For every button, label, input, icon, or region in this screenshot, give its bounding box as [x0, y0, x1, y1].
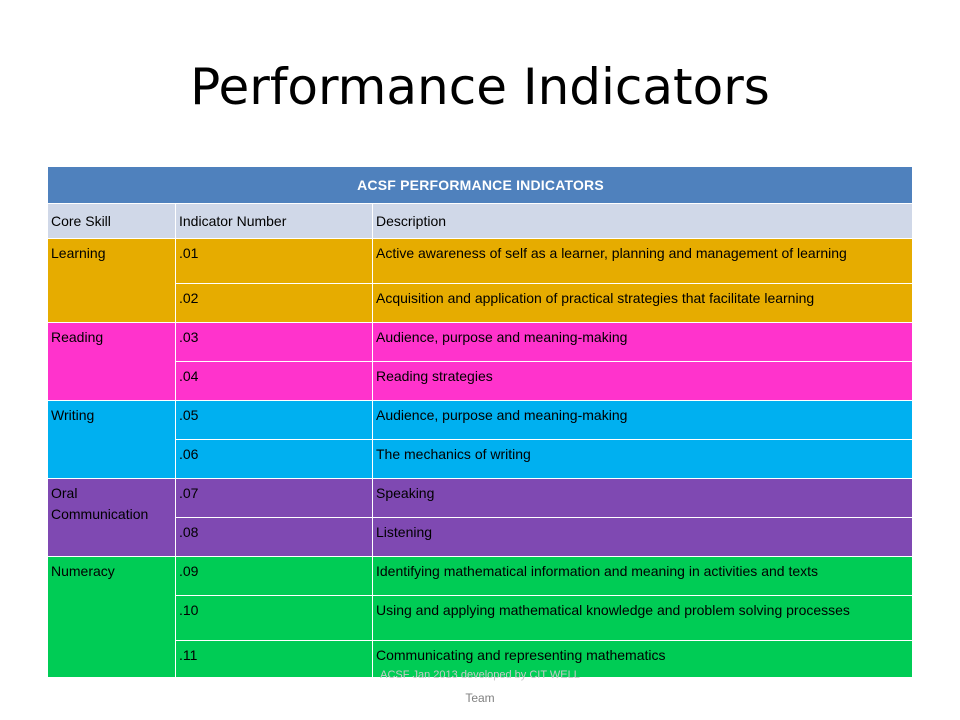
column-header-indicator-number: Indicator Number: [175, 203, 373, 239]
indicator-description: Identifying mathematical information and…: [371, 556, 914, 596]
indicator-description: Speaking: [371, 478, 914, 518]
table-row: .02 Acquisition and application of pract…: [47, 283, 914, 323]
indicator-number: .06: [175, 439, 373, 479]
core-skill-writing: Writing: [47, 400, 176, 479]
core-skill-oral-communication: Oral Communication: [47, 478, 176, 557]
performance-indicators-table: ACSF PERFORMANCE INDICATORS Core Skill I…: [46, 166, 914, 678]
indicator-number: .05: [175, 400, 373, 440]
column-header-core-skill: Core Skill: [47, 203, 176, 239]
indicator-number: .04: [175, 361, 373, 401]
table-row: Writing .05 Audience, purpose and meanin…: [47, 400, 914, 479]
indicator-description: Listening: [371, 517, 914, 557]
core-skill-learning: Learning: [47, 238, 176, 323]
table-banner: ACSF PERFORMANCE INDICATORS: [46, 166, 914, 204]
table-row: Numeracy .09 Identifying mathematical in…: [47, 556, 914, 678]
slide-title: Performance Indicators: [190, 58, 770, 116]
indicator-description: Active awareness of self as a learner, p…: [371, 238, 914, 284]
indicator-number: .11: [175, 640, 373, 678]
indicator-description: Reading strategies: [371, 361, 914, 401]
indicator-description: Audience, purpose and meaning-making: [371, 322, 914, 362]
slide-footer: ACSF Jan 2013 developed by CIT WELL Team: [340, 669, 620, 709]
indicator-description: Communicating and representing mathemati…: [371, 640, 914, 678]
column-header-description: Description: [371, 203, 914, 239]
table-row: Reading .03 Audience, purpose and meanin…: [47, 322, 914, 401]
table-row: Oral Communication .07 Speaking: [47, 478, 914, 557]
indicator-number: .09: [175, 556, 373, 596]
indicator-number: .03: [175, 322, 373, 362]
table-row: .11 Communicating and representing mathe…: [47, 640, 914, 678]
indicator-description: Audience, purpose and meaning-making: [371, 400, 914, 440]
core-skill-numeracy: Numeracy: [47, 556, 176, 678]
core-skill-reading: Reading: [47, 322, 176, 401]
footer-credit-tail: Team: [465, 691, 495, 705]
indicator-number: .08: [175, 517, 373, 557]
table-row: Learning .01 Active awareness of self as…: [47, 238, 914, 323]
footer-credit: ACSF Jan 2013 developed by CIT WELL: [380, 669, 580, 681]
indicator-number: .07: [175, 478, 373, 518]
indicator-description: The mechanics of writing: [371, 439, 914, 479]
table-row: .06 The mechanics of writing: [47, 439, 914, 479]
indicator-description: Acquisition and application of practical…: [371, 283, 914, 323]
indicator-number: .02: [175, 283, 373, 323]
table-row: .10 Using and applying mathematical know…: [47, 595, 914, 641]
table-row: .08 Listening: [47, 517, 914, 557]
indicator-number: .10: [175, 595, 373, 641]
indicator-number: .01: [175, 238, 373, 284]
table-row: .04 Reading strategies: [47, 361, 914, 401]
indicator-description: Using and applying mathematical knowledg…: [371, 595, 914, 641]
